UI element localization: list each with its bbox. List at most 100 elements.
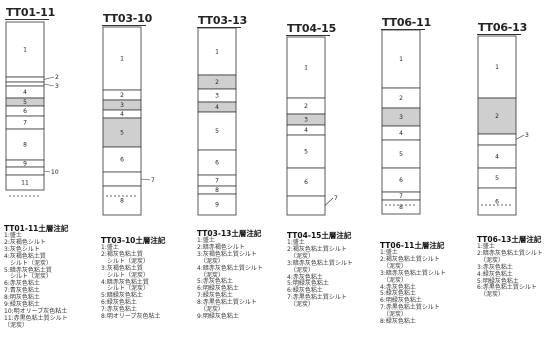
layer-number-label: 7	[151, 177, 155, 184]
soil-layer	[477, 133, 517, 146]
legend-item: 5:赤灰色粘土	[197, 278, 233, 286]
legend-item: 5:明緑灰色粘土	[477, 277, 519, 285]
legend-item: （泥炭）	[477, 256, 505, 264]
layer-number-label: 4	[120, 111, 124, 118]
legend-item: 1:盛土	[101, 244, 119, 251]
legend: TT06-11土層注記 1:盛土 2:褐灰色粘土質シルト （泥炭） 3:暗赤灰色…	[380, 241, 446, 326]
layer-number-label: 2	[55, 74, 59, 81]
layer-number-label: 6	[495, 199, 499, 206]
legend-title: TT06-13土層注記	[477, 235, 542, 244]
legend-item: 6:明緑灰色粘土	[380, 297, 422, 305]
legend-item: 6:赤黒色粘土質シルト	[477, 284, 537, 292]
legend-item: 7:緑灰色粘土	[197, 292, 233, 300]
soil-layer	[5, 21, 45, 78]
layer-number-label: 7	[399, 193, 403, 200]
layer-number-label: 4	[399, 130, 403, 137]
legend-item: 8:緑灰色粘土	[380, 318, 416, 326]
legend-item: 3:赤灰色粘土	[477, 263, 513, 271]
layer-number-label: 7	[23, 120, 27, 127]
legend-item: 5:暗緑灰色粘土	[101, 292, 143, 300]
legend-item: 6:緑灰色粘土	[101, 299, 137, 307]
soil-layer	[197, 111, 237, 151]
soil-layer	[381, 199, 421, 215]
core-title: TT01-11	[6, 6, 56, 19]
soil-layer	[381, 139, 421, 169]
layer-number-label: 2	[399, 95, 403, 102]
legend-item: 8:明オリーブ灰色粘土	[101, 313, 161, 321]
layer-number-label: 7	[334, 195, 338, 202]
layer-number-label: 10	[51, 169, 59, 176]
layer-number-label: 9	[215, 202, 219, 209]
layer-number-label: 11	[21, 180, 29, 187]
soil-layer	[102, 146, 142, 173]
legend-item: シルト（泥炭）	[4, 273, 53, 281]
leader-line	[324, 197, 334, 206]
core-title: TT06-11	[382, 16, 432, 29]
title-underline	[381, 29, 425, 30]
legend-item: 3:暗赤灰色粘土質シルト	[380, 269, 446, 277]
legend-item: 2:褐灰色粘土質シルト	[380, 255, 440, 263]
legend-item: 11:赤黒色粘土質シルト	[4, 314, 68, 322]
legend-item: 7:赤灰色粘土	[101, 306, 137, 314]
core-title: TT03-13	[198, 14, 248, 27]
layer-number-label: 5	[495, 175, 499, 182]
soil-layer	[102, 117, 142, 148]
legend-item: シルト（泥炭）	[101, 271, 150, 279]
legend-item: 5:緑灰色粘土	[380, 290, 416, 298]
legend-item: 7:赤黒色粘土質シルト	[380, 304, 440, 312]
layer-number-label: 1	[120, 56, 124, 63]
legend-item: 2:褐灰色粘土質	[101, 250, 143, 258]
layer-number-label: 8	[120, 198, 124, 205]
legend-item: シルト（泥炭）	[101, 257, 150, 265]
legend-item: 9:明緑灰色粘土	[197, 312, 239, 320]
layer-number-label: 1	[495, 64, 499, 71]
legend-item: 6:赤灰色粘土	[4, 280, 40, 288]
soil-layer	[477, 187, 517, 216]
layer-number-label: 2	[304, 103, 308, 110]
legend-item: 8:明灰色粘土	[4, 294, 40, 302]
legend-item: （泥炭）	[380, 311, 408, 319]
title-underline	[5, 19, 49, 20]
layer-number-label: 3	[120, 102, 124, 109]
legend-item: 4:暗赤灰色粘土質シルト	[197, 264, 263, 272]
legend-item: 2:暗赤褐色シルト	[197, 243, 245, 251]
legend-title: TT03-10土層注記	[101, 236, 166, 245]
layer-number-label: 1	[304, 65, 308, 72]
layer-number-label: 6	[23, 108, 27, 115]
legend-item: 9:緑灰色粘土	[4, 301, 40, 309]
soil-layer	[477, 97, 517, 135]
legend-item: 10:明オリーブ灰色粘土	[4, 307, 68, 315]
legend-item: 1:盛土	[287, 239, 305, 246]
layer-number-label: 8	[399, 204, 403, 211]
layer-number-label: 1	[399, 56, 403, 63]
legend-item: 8:赤黒色粘土質シルト	[197, 299, 257, 307]
soil-layer	[197, 149, 237, 176]
legend-title: TT04-15土層注記	[287, 231, 352, 240]
legend: TT01-11土層注記 1:盛土 2:灰褐色シルト 3:灰色シルト 4:灰褐色粘…	[4, 224, 68, 330]
legend: TT06-13土層注記 1:盛土 2:暗赤灰色粘土質シルト （泥炭） 3:赤灰色…	[477, 235, 543, 299]
legend-item: 1:盛土	[197, 237, 215, 244]
layer-number-label: 3	[215, 93, 219, 100]
layer-number-label: 5	[23, 99, 27, 106]
layer-number-label: 6	[120, 157, 124, 164]
legend-item: 3:灰褐色粘土質	[101, 264, 143, 272]
leader-line	[140, 178, 151, 181]
legend-item: 6:明緑灰色粘土	[197, 285, 239, 293]
legend-item: シルト（泥炭）	[4, 259, 53, 267]
legend-item: （泥炭）	[197, 306, 225, 314]
legend-item: （泥炭）	[477, 291, 505, 299]
layer-number-label: 6	[215, 160, 219, 167]
legend-item: （泥炭）	[4, 321, 29, 329]
legend-item: 4:赤灰色粘土	[287, 273, 323, 281]
soil-layer	[286, 134, 326, 169]
soil-layer	[5, 174, 45, 191]
soil-layer	[286, 167, 326, 197]
legend: TT03-13土層注記 1:盛土 2:暗赤褐色シルト 3:灰褐色粘土質シルト （…	[197, 229, 263, 321]
layer-number-label: 2	[215, 79, 219, 86]
core-title: TT04-15	[287, 22, 337, 35]
legend-item: 7:赤黒色粘土質シルト	[287, 294, 347, 302]
